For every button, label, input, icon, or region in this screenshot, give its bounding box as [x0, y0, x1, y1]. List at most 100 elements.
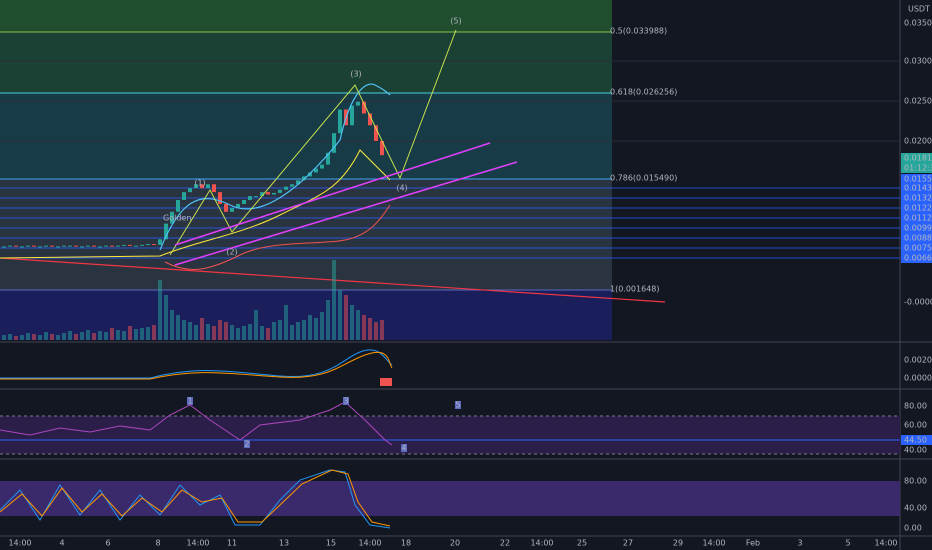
price-tag — [901, 193, 932, 203]
volume-bar — [74, 334, 78, 340]
time-label: 14:00 — [702, 539, 725, 548]
price-label: 0.013263 — [904, 194, 932, 203]
zone — [0, 32, 612, 93]
volume-bar — [314, 318, 318, 340]
volume-bar — [206, 324, 210, 340]
candle — [218, 192, 222, 204]
candle — [374, 125, 378, 141]
stoch-d — [0, 469, 391, 527]
time-label: 18 — [401, 539, 411, 548]
candle — [140, 244, 144, 246]
stoch-band — [0, 481, 900, 516]
time-label: 22 — [500, 539, 510, 548]
candle — [182, 192, 186, 200]
volume-bar — [164, 295, 168, 340]
volume-bar — [8, 334, 12, 340]
price-tag — [901, 213, 932, 223]
volume-bar — [368, 318, 372, 340]
rsi-marker-label: 4 — [401, 444, 406, 453]
zone — [0, 93, 612, 179]
histogram — [380, 378, 392, 386]
time-label: 14:00 — [530, 539, 553, 548]
rsi-label: 60.00 — [904, 421, 927, 430]
volume-bar — [38, 335, 42, 340]
volume-bar — [44, 332, 48, 340]
price-tag — [901, 174, 932, 184]
candle — [272, 192, 276, 195]
volume-bar — [290, 325, 294, 340]
rsi-marker-label: 1 — [187, 397, 192, 406]
candle — [248, 196, 252, 200]
volume-bar — [116, 330, 120, 340]
volume-bar — [308, 315, 312, 340]
candle — [116, 245, 120, 247]
time-label: 29 — [673, 539, 683, 548]
time-label: Feb — [746, 539, 760, 548]
volume-bar — [296, 322, 300, 340]
volume-bar — [242, 326, 246, 340]
volume-bar — [32, 334, 36, 340]
candle — [224, 203, 228, 212]
time-label: 6 — [105, 539, 110, 548]
volume-bar — [200, 318, 204, 340]
candle — [350, 105, 354, 126]
rsi-marker — [401, 444, 407, 452]
candle — [170, 211, 174, 224]
candle — [110, 245, 114, 247]
candle — [80, 246, 84, 248]
volume-bar — [128, 326, 132, 340]
channel-line — [174, 142, 491, 246]
price-tag — [901, 253, 932, 263]
candle — [356, 101, 360, 106]
candle — [242, 200, 246, 204]
candle — [8, 245, 12, 247]
volume-bar — [332, 260, 336, 340]
rsi-marker — [343, 397, 349, 405]
price-tag — [901, 233, 932, 243]
volume-bar — [350, 305, 354, 340]
candle — [338, 109, 342, 134]
volume-bar — [194, 325, 198, 340]
support-lines — [0, 187, 900, 259]
candle — [320, 164, 324, 169]
candle — [146, 244, 150, 246]
time-label: 15 — [326, 539, 336, 548]
price-label: 0.014357 — [904, 184, 932, 193]
candle — [32, 245, 36, 247]
wave-label: (2) — [226, 248, 237, 257]
price-label: 0.012284 — [904, 204, 932, 213]
ma-line — [0, 149, 391, 259]
macd-line — [0, 349, 393, 379]
time-label: 14:00 — [186, 539, 209, 548]
price-label: 0.018180 — [904, 154, 932, 163]
candle — [254, 196, 258, 198]
candle — [236, 203, 240, 208]
candle — [362, 101, 366, 114]
candle — [308, 172, 312, 177]
rsi-line — [0, 401, 393, 446]
candle — [86, 245, 90, 247]
candle — [194, 184, 198, 189]
volume-bar — [248, 324, 252, 340]
volume-bar — [182, 320, 186, 340]
time-label: 27 — [623, 539, 633, 548]
candle — [56, 246, 60, 248]
volume-bar — [104, 332, 108, 340]
macd-label: 0.002000 — [904, 356, 932, 365]
candle — [26, 245, 30, 247]
volume-bar — [134, 329, 138, 340]
candle — [176, 200, 180, 212]
candle — [164, 223, 168, 240]
price-label: 0.030000 — [904, 57, 932, 66]
volume-bar — [224, 322, 228, 340]
time-label: 13 — [279, 539, 289, 548]
wave-label: (1) — [194, 179, 205, 188]
candle — [62, 245, 66, 247]
volume-bar — [188, 322, 192, 340]
candle — [206, 184, 210, 189]
wave-label: (3) — [350, 70, 361, 79]
volume-bar — [320, 312, 324, 340]
volume-bar — [2, 335, 6, 340]
price-label: -0.000000 — [904, 298, 932, 307]
volume-bar — [284, 305, 288, 340]
